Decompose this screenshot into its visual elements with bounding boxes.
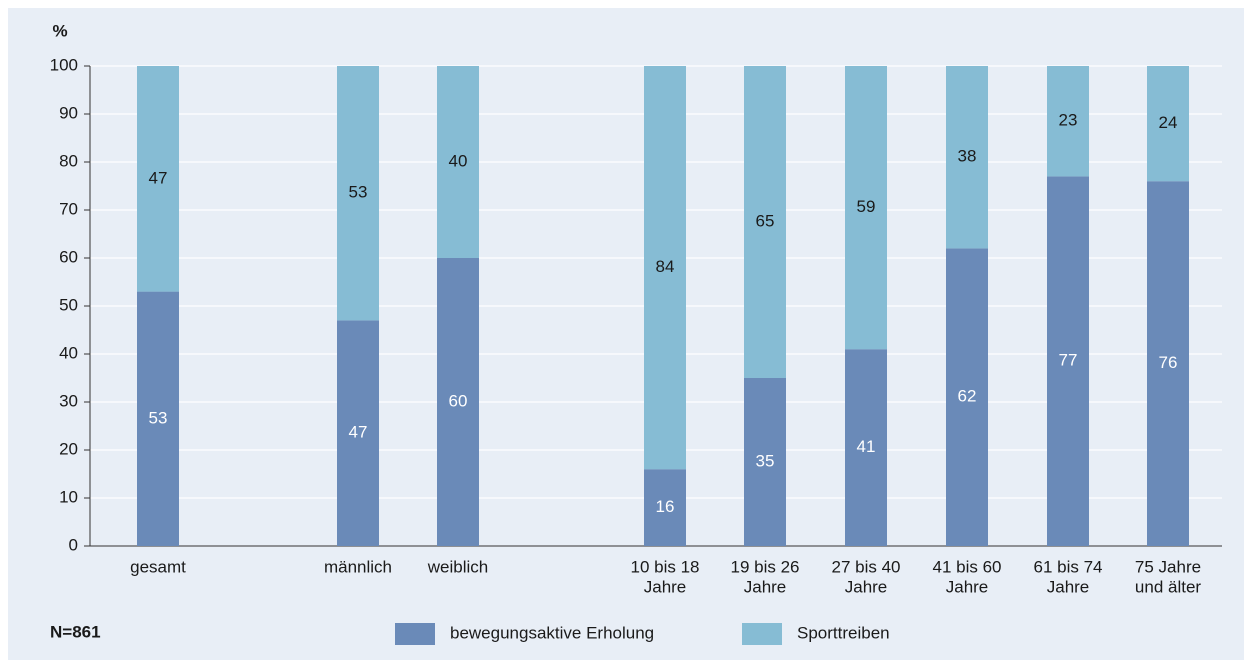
x-tick-label: weiblich <box>427 557 488 576</box>
value-label: 60 <box>449 391 468 410</box>
bar-segment <box>845 349 887 546</box>
note: N=861 <box>50 622 101 641</box>
y-tick-label: 0 <box>69 535 78 554</box>
x-tick-label: 19 bis 26 <box>731 557 800 576</box>
x-tick-label: Jahre <box>946 577 989 596</box>
y-tick-label: 40 <box>59 343 78 362</box>
x-tick-label: und älter <box>1135 577 1201 596</box>
bar-segment <box>845 66 887 350</box>
bar-segment <box>437 66 479 258</box>
bar-segment <box>946 66 988 249</box>
value-label: 59 <box>857 197 876 216</box>
x-tick-label: 10 bis 18 <box>631 557 700 576</box>
x-tick-label: Jahre <box>845 577 888 596</box>
bar-segment <box>1147 66 1189 182</box>
bar-segment <box>1047 66 1089 177</box>
x-tick-label: 75 Jahre <box>1135 557 1201 576</box>
value-label: 62 <box>958 387 977 406</box>
y-tick-label: 20 <box>59 439 78 458</box>
x-tick-label: Jahre <box>744 577 787 596</box>
value-label: 24 <box>1159 113 1178 132</box>
y-tick-label: 90 <box>59 103 78 122</box>
bar-segment <box>644 66 686 470</box>
y-tick-label: 10 <box>59 487 78 506</box>
y-tick-label: 60 <box>59 247 78 266</box>
x-tick-label: männlich <box>324 557 392 576</box>
legend-swatch <box>395 623 435 645</box>
bar-segment <box>337 320 379 546</box>
x-tick-label: Jahre <box>644 577 687 596</box>
value-label: 41 <box>857 437 876 456</box>
bar-segment <box>744 66 786 378</box>
y-tick-label: 100 <box>50 55 78 74</box>
bar-segment <box>1047 176 1089 546</box>
y-tick-label: 70 <box>59 199 78 218</box>
bar-segment <box>137 66 179 292</box>
value-label: 47 <box>149 168 168 187</box>
value-label: 38 <box>958 147 977 166</box>
value-label: 65 <box>756 211 775 230</box>
bar-segment <box>337 66 379 321</box>
value-label: 53 <box>349 183 368 202</box>
value-label: 35 <box>756 451 775 470</box>
value-label: 84 <box>656 257 675 276</box>
x-tick-label: Jahre <box>1047 577 1090 596</box>
chart-background <box>8 8 1244 660</box>
x-tick-label: gesamt <box>130 557 186 576</box>
y-tick-label: 30 <box>59 391 78 410</box>
bar-segment <box>744 378 786 546</box>
y-tick-label: 80 <box>59 151 78 170</box>
legend-swatch <box>742 623 782 645</box>
bar-segment <box>1147 181 1189 546</box>
legend-label: bewegungsaktive Erholung <box>450 623 654 642</box>
x-tick-label: 41 bis 60 <box>933 557 1002 576</box>
value-label: 40 <box>449 151 468 170</box>
value-label: 77 <box>1059 351 1078 370</box>
x-tick-label: 27 bis 40 <box>832 557 901 576</box>
value-label: 23 <box>1059 111 1078 130</box>
value-label: 47 <box>349 423 368 442</box>
y-tick-label: 50 <box>59 295 78 314</box>
bar-segment <box>437 258 479 546</box>
value-label: 76 <box>1159 353 1178 372</box>
bar-segment <box>946 248 988 546</box>
y-axis-label: % <box>52 21 67 40</box>
value-label: 53 <box>149 408 168 427</box>
legend-label: Sporttreiben <box>797 623 890 642</box>
x-tick-label: 61 bis 74 <box>1034 557 1103 576</box>
value-label: 16 <box>656 497 675 516</box>
bar-segment <box>644 469 686 546</box>
bar-segment <box>137 291 179 546</box>
